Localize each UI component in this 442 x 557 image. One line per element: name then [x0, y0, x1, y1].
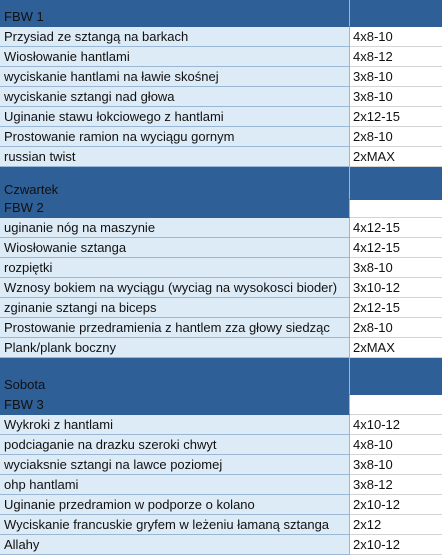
exercise-cell[interactable]: Wiosłowanie sztanga [0, 238, 350, 258]
exercise-row: Wznosy bokiem na wyciągu (wyciag na wyso… [0, 278, 442, 298]
exercise-row: russian twist 2xMAX [0, 147, 442, 167]
exercise-row: Przysiad ze sztangą na barkach 4x8-10 [0, 27, 442, 47]
sets-cell[interactable]: 4x8-10 [350, 435, 442, 455]
exercise-row: rozpiętki 3x8-10 [0, 258, 442, 278]
exercise-cell[interactable]: Przysiad ze sztangą na barkach [0, 27, 350, 47]
section-header-row: FBW 1 [0, 0, 442, 27]
sets-cell[interactable]: 2x10-12 [350, 495, 442, 515]
sets-cell[interactable]: 4x8-10 [350, 27, 442, 47]
exercise-row: Plank/plank boczny 2xMAX [0, 338, 442, 358]
exercise-cell[interactable]: uginanie nóg na maszynie [0, 218, 350, 238]
exercise-cell[interactable]: Wiosłowanie hantlami [0, 47, 350, 67]
exercise-row: wyciskanie sztangi nad głowa 3x8-10 [0, 87, 442, 107]
section-title-cell[interactable]: FBW 1 [0, 0, 350, 27]
day-row: Sobota [0, 358, 442, 395]
exercise-cell[interactable]: Wyciskanie francuskie gryfem w leżeniu ł… [0, 515, 350, 535]
sets-cell[interactable]: 2x10-12 [350, 535, 442, 555]
exercise-cell[interactable]: wyciaksnie sztangi na lawce poziomej [0, 455, 350, 475]
sets-cell[interactable]: 2x12 [350, 515, 442, 535]
empty-cell[interactable] [350, 0, 442, 27]
exercise-cell[interactable]: Allahy [0, 535, 350, 555]
exercise-cell[interactable]: Prostowanie ramion na wyciągu gornym [0, 127, 350, 147]
sets-cell[interactable]: 4x8-12 [350, 47, 442, 67]
exercise-cell[interactable]: Wznosy bokiem na wyciągu (wyciag na wyso… [0, 278, 350, 298]
section-header-row: FBW 2 [0, 200, 442, 218]
exercise-row: Uginanie przedramion w podporze o kolano… [0, 495, 442, 515]
sets-cell[interactable]: 3x8-10 [350, 87, 442, 107]
exercise-cell[interactable]: wyciskanie hantlami na ławie skośnej [0, 67, 350, 87]
exercise-cell[interactable]: Uginanie przedramion w podporze o kolano [0, 495, 350, 515]
exercise-row: uginanie nóg na maszynie 4x12-15 [0, 218, 442, 238]
sets-cell[interactable]: 3x8-10 [350, 455, 442, 475]
empty-cell[interactable] [350, 200, 442, 218]
exercise-cell[interactable]: russian twist [0, 147, 350, 167]
sets-cell[interactable]: 2xMAX [350, 338, 442, 358]
sets-cell[interactable]: 4x12-15 [350, 218, 442, 238]
exercise-row: wyciskanie hantlami na ławie skośnej 3x8-… [0, 67, 442, 87]
sets-cell[interactable]: 3x10-12 [350, 278, 442, 298]
exercise-cell[interactable]: Uginanie stawu łokciowego z hantlami [0, 107, 350, 127]
empty-cell[interactable] [350, 395, 442, 415]
exercise-row: Prostowanie ramion na wyciągu gornym 2x8-… [0, 127, 442, 147]
exercise-cell[interactable]: Prostowanie przedramienia z hantlem zza … [0, 318, 350, 338]
sets-cell[interactable]: 4x12-15 [350, 238, 442, 258]
day-cell[interactable]: Sobota [0, 358, 350, 395]
exercise-row: Prostowanie przedramienia z hantlem zza … [0, 318, 442, 338]
exercise-cell[interactable]: rozpiętki [0, 258, 350, 278]
empty-cell[interactable] [350, 358, 442, 395]
section-title-cell[interactable]: FBW 3 [0, 395, 350, 415]
exercise-row: Wiosłowanie sztanga 4x12-15 [0, 238, 442, 258]
exercise-cell[interactable]: podciaganie na drazku szeroki chwyt [0, 435, 350, 455]
sets-cell[interactable]: 3x8-12 [350, 475, 442, 495]
exercise-row: Wiosłowanie hantlami 4x8-12 [0, 47, 442, 67]
exercise-row: Wyciskanie francuskie gryfem w leżeniu ł… [0, 515, 442, 535]
day-row: Czwartek [0, 167, 442, 200]
sets-cell[interactable]: 2x8-10 [350, 318, 442, 338]
day-cell[interactable]: Czwartek [0, 167, 350, 200]
exercise-cell[interactable]: wyciskanie sztangi nad głowa [0, 87, 350, 107]
sets-cell[interactable]: 2xMAX [350, 147, 442, 167]
exercise-cell[interactable]: zginanie sztangi na biceps [0, 298, 350, 318]
sets-cell[interactable]: 2x8-10 [350, 127, 442, 147]
sets-cell[interactable]: 3x8-10 [350, 67, 442, 87]
exercise-row: Allahy 2x10-12 [0, 535, 442, 555]
exercise-row: ohp hantlami 3x8-12 [0, 475, 442, 495]
exercise-row: zginanie sztangi na biceps 2x12-15 [0, 298, 442, 318]
section-header-row: FBW 3 [0, 395, 442, 415]
exercise-cell[interactable]: Plank/plank boczny [0, 338, 350, 358]
sets-cell[interactable]: 3x8-10 [350, 258, 442, 278]
exercise-cell[interactable]: ohp hantlami [0, 475, 350, 495]
sets-cell[interactable]: 2x12-15 [350, 298, 442, 318]
exercise-cell[interactable]: Wykroki z hantlami [0, 415, 350, 435]
exercise-row: wyciaksnie sztangi na lawce poziomej 3x8-… [0, 455, 442, 475]
empty-cell[interactable] [350, 167, 442, 200]
exercise-row: podciaganie na drazku szeroki chwyt 4x8-1… [0, 435, 442, 455]
exercise-row: Wykroki z hantlami 4x10-12 [0, 415, 442, 435]
sets-cell[interactable]: 2x12-15 [350, 107, 442, 127]
section-title-cell[interactable]: FBW 2 [0, 200, 350, 218]
exercise-row: Uginanie stawu łokciowego z hantlami 2x12… [0, 107, 442, 127]
sets-cell[interactable]: 4x10-12 [350, 415, 442, 435]
